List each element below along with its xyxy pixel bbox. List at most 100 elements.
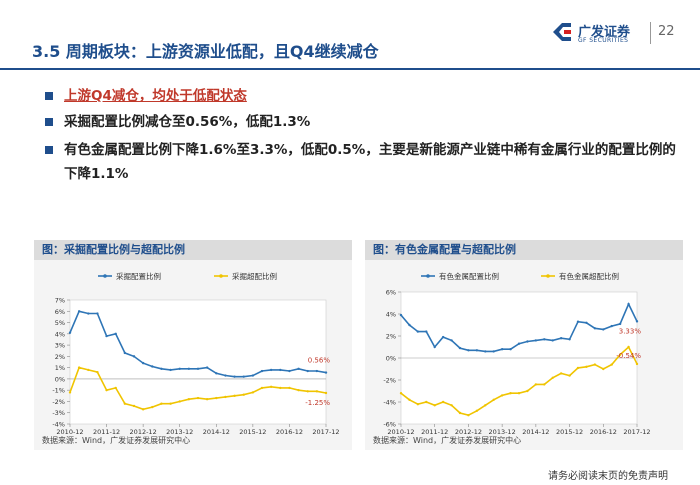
data-point	[585, 365, 588, 368]
title-underline	[0, 68, 700, 70]
data-point	[475, 349, 479, 352]
legend-marker	[103, 274, 107, 278]
chart-title-nonferrous: 图：有色金属配置与超配比例	[365, 240, 683, 260]
legend-marker	[426, 274, 430, 278]
data-point	[602, 328, 605, 331]
data-point	[509, 348, 512, 351]
data-point	[224, 395, 227, 399]
data-point	[585, 321, 588, 324]
y-tick-label: 7%	[55, 297, 65, 305]
logo-text-en: GF SECURITIES	[578, 37, 629, 44]
y-tick-label: 3%	[55, 342, 65, 350]
chart-nonferrous: -6% -4% -2% 0% 2% 4% 6% 2010-12 2011-12 2012-12 20…	[383, 271, 650, 435]
data-point	[433, 345, 436, 349]
legend-label: 采掘超配比例	[232, 271, 277, 281]
data-point	[475, 409, 479, 412]
x-tick-label: 2012-12	[455, 428, 482, 435]
data-point	[123, 402, 127, 405]
y-tick-label: 5%	[55, 319, 65, 327]
x-tick-label: 2010-12	[387, 428, 414, 435]
data-point	[269, 368, 273, 372]
data-label: -0.54%	[616, 352, 641, 360]
data-point	[610, 363, 613, 366]
x-tick-label: 2012-12	[130, 428, 157, 435]
data-point	[543, 383, 546, 386]
data-point	[576, 366, 580, 370]
y-tick-label: 2%	[386, 333, 396, 341]
gf-logo: 广发证券 GF SECURITIES	[550, 20, 645, 46]
data-point	[627, 345, 630, 349]
data-point	[526, 389, 529, 393]
data-point	[399, 392, 403, 395]
legend-marker	[219, 274, 223, 278]
logo-text-cn: 广发证券	[578, 25, 631, 40]
bullet-text-2: 采掘配置比例减仓至0.56%，低配1.3%	[64, 114, 311, 130]
data-point	[87, 312, 90, 315]
y-tick-label: -4%	[52, 421, 65, 429]
data-point	[68, 331, 72, 334]
data-point	[151, 365, 154, 368]
data-label: 3.33%	[619, 327, 642, 335]
data-point	[242, 393, 245, 396]
data-point	[534, 339, 538, 342]
chart-panel-mining: 图：采掘配置比例与超配比例 -4% -3% -2% -1% 0% 1% 2% 3% 4% 5% 6%…	[34, 240, 352, 450]
y-tick-label: 1%	[55, 364, 65, 372]
data-point	[96, 312, 99, 315]
plot-area	[69, 299, 327, 425]
data-point	[141, 361, 145, 365]
data-point	[306, 369, 309, 373]
data-point	[627, 302, 630, 306]
data-point	[242, 375, 245, 378]
data-point	[87, 368, 90, 372]
y-tick-label: 6%	[386, 289, 396, 297]
y-tick-label: -2%	[383, 377, 396, 385]
data-point	[105, 334, 108, 338]
data-point	[132, 355, 136, 358]
data-point	[458, 411, 462, 415]
x-tick-label: 2011-12	[93, 428, 120, 435]
legend-marker	[546, 274, 550, 278]
x-tick-label: 2015-12	[239, 428, 266, 435]
x-tick-label: 2015-12	[556, 428, 583, 435]
data-point	[251, 374, 255, 377]
x-tick-label: 2014-12	[203, 428, 230, 435]
data-point	[187, 367, 191, 370]
data-point	[114, 332, 117, 336]
y-tick-label: -4%	[383, 399, 396, 407]
data-point	[484, 404, 487, 407]
data-point	[260, 369, 264, 373]
y-tick-label: -1%	[52, 387, 65, 395]
source-note-mining: 数据来源：Wind，广发证券发展研究中心	[42, 436, 191, 445]
data-point	[205, 398, 209, 401]
data-label: 0.56%	[308, 357, 331, 365]
y-tick-label: 6%	[55, 308, 65, 316]
data-point	[441, 335, 445, 339]
data-point	[224, 374, 227, 377]
data-point	[441, 400, 445, 404]
y-tick-label: -6%	[383, 421, 396, 429]
data-point	[215, 396, 218, 400]
data-point	[416, 403, 420, 406]
data-point	[77, 366, 81, 369]
data-point	[467, 414, 470, 417]
data-point	[315, 369, 319, 373]
data-point	[492, 398, 495, 401]
y-tick-label: 4%	[386, 311, 396, 319]
data-point	[233, 394, 236, 398]
data-point	[169, 402, 172, 405]
data-point	[618, 353, 622, 356]
data-point	[568, 374, 571, 377]
bullet-square-icon	[45, 146, 53, 154]
x-tick-label: 2011-12	[421, 428, 448, 435]
data-label: -1.25%	[305, 399, 330, 407]
gf-logo-icon	[553, 23, 571, 41]
data-point	[618, 322, 622, 326]
data-point	[279, 368, 282, 372]
data-point	[324, 391, 328, 395]
data-point	[160, 367, 163, 370]
data-point	[543, 338, 546, 341]
data-point	[132, 404, 136, 408]
data-point	[169, 368, 172, 372]
data-point	[306, 390, 309, 393]
data-point	[559, 337, 563, 340]
